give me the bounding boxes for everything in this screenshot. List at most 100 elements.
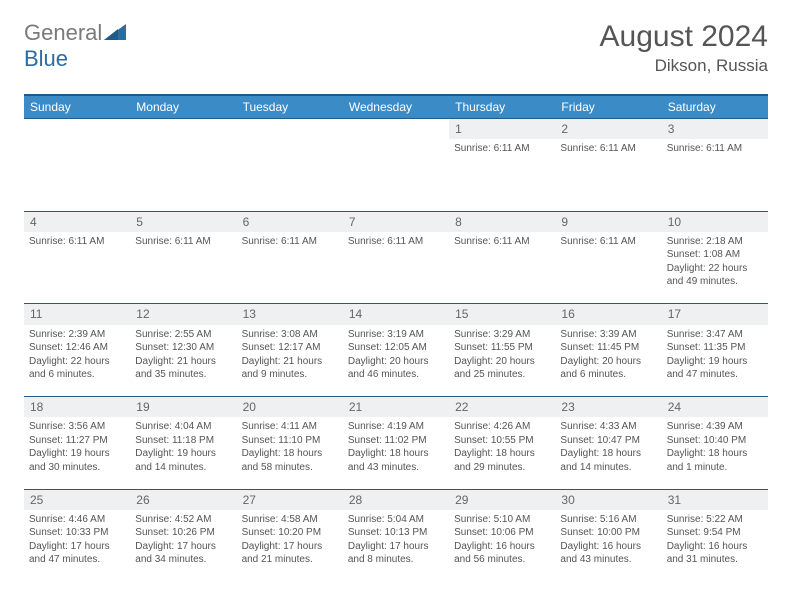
sun-info-line: Sunset: 10:26 PM [135, 526, 231, 540]
sun-info-line: Sunrise: 2:55 AM [135, 328, 231, 342]
weekday-header: Saturday [662, 95, 768, 119]
sun-info-line: Sunset: 10:00 PM [560, 526, 656, 540]
sun-info-line: Sunset: 10:13 PM [348, 526, 444, 540]
day-content-cell: Sunrise: 6:11 AM [237, 232, 343, 304]
weekday-header: Monday [130, 95, 236, 119]
sun-info-line: Daylight: 20 hours [560, 355, 656, 369]
day-number-cell: 14 [343, 304, 449, 325]
day-content-cell: Sunrise: 3:47 AMSunset: 11:35 PMDaylight… [662, 325, 768, 397]
sun-info-line: and 6 minutes. [560, 368, 656, 382]
sun-info-line: Daylight: 18 hours [242, 447, 338, 461]
day-number-cell: 9 [555, 211, 661, 232]
sun-info-line: and 31 minutes. [667, 553, 763, 567]
sun-info-line: Daylight: 21 hours [135, 355, 231, 369]
day-number-cell: 31 [662, 489, 768, 510]
sun-info-line: Sunset: 11:35 PM [667, 341, 763, 355]
sun-info-line: Daylight: 19 hours [135, 447, 231, 461]
sun-info-line: Sunset: 10:20 PM [242, 526, 338, 540]
sun-info-line: Sunrise: 4:11 AM [242, 420, 338, 434]
day-number-row: 123 [24, 119, 768, 140]
sun-info-line: Sunset: 10:47 PM [560, 434, 656, 448]
page-header: GeneralBlue August 2024 Dikson, Russia [24, 20, 768, 76]
day-content-cell: Sunrise: 5:10 AMSunset: 10:06 PMDaylight… [449, 510, 555, 582]
day-content-cell: Sunrise: 5:16 AMSunset: 10:00 PMDaylight… [555, 510, 661, 582]
sun-info-line: Sunrise: 4:19 AM [348, 420, 444, 434]
month-title: August 2024 [600, 20, 768, 54]
day-content-cell: Sunrise: 6:11 AM [449, 232, 555, 304]
day-number-row: 25262728293031 [24, 489, 768, 510]
day-content-cell: Sunrise: 2:18 AMSunset: 1:08 AMDaylight:… [662, 232, 768, 304]
sun-info-line: Sunset: 12:17 AM [242, 341, 338, 355]
logo-triangle-icon [104, 20, 126, 46]
day-content-cell: Sunrise: 3:08 AMSunset: 12:17 AMDaylight… [237, 325, 343, 397]
sun-info-line: and 30 minutes. [29, 461, 125, 475]
location: Dikson, Russia [600, 56, 768, 76]
sun-info-line: Sunset: 1:08 AM [667, 248, 763, 262]
day-number-cell: 4 [24, 211, 130, 232]
day-number-cell: 3 [662, 119, 768, 140]
sun-info-line: Sunset: 9:54 PM [667, 526, 763, 540]
day-number-cell: 20 [237, 397, 343, 418]
sun-info-line: Sunrise: 4:46 AM [29, 513, 125, 527]
sun-info-line: and 9 minutes. [242, 368, 338, 382]
day-number-row: 45678910 [24, 211, 768, 232]
day-number-cell [237, 119, 343, 140]
sun-info-line: and 43 minutes. [560, 553, 656, 567]
day-content-row: Sunrise: 6:11 AM Sunrise: 6:11 AM Sunrise:… [24, 232, 768, 304]
sun-info-line: Sunrise: 6:11 AM [454, 235, 550, 249]
day-number-cell: 12 [130, 304, 236, 325]
day-number-cell: 25 [24, 489, 130, 510]
logo-word-1: General [24, 20, 102, 45]
sun-info-line: Sunrise: 5:22 AM [667, 513, 763, 527]
sun-info-line: Daylight: 18 hours [560, 447, 656, 461]
day-number-cell [343, 119, 449, 140]
sun-info-line: Daylight: 20 hours [348, 355, 444, 369]
sun-info-line: and 58 minutes. [242, 461, 338, 475]
sun-info-line: Sunset: 11:45 PM [560, 341, 656, 355]
sun-info-line: Daylight: 16 hours [560, 540, 656, 554]
day-content-cell: Sunrise: 6:11 AM [24, 232, 130, 304]
weekday-header: Wednesday [343, 95, 449, 119]
sun-info-line: and 21 minutes. [242, 553, 338, 567]
sun-info-line: Sunrise: 2:18 AM [667, 235, 763, 249]
day-content-cell: Sunrise: 4:58 AMSunset: 10:20 PMDaylight… [237, 510, 343, 582]
day-number-cell: 24 [662, 397, 768, 418]
sun-info-line: Sunrise: 4:52 AM [135, 513, 231, 527]
sun-info-line: Sunrise: 6:11 AM [560, 142, 656, 156]
sun-info-line: Sunset: 10:55 PM [454, 434, 550, 448]
sun-info-line: Sunset: 12:05 AM [348, 341, 444, 355]
sun-info-line: Sunrise: 4:58 AM [242, 513, 338, 527]
calendar-table: SundayMondayTuesdayWednesdayThursdayFrid… [24, 94, 768, 582]
day-number-cell: 29 [449, 489, 555, 510]
sun-info-line: Daylight: 17 hours [135, 540, 231, 554]
sun-info-line: Sunset: 10:06 PM [454, 526, 550, 540]
calendar-body: 123Sunrise: 6:11 AMSunrise: 6:11 AMSunri… [24, 119, 768, 582]
sun-info-line: and 34 minutes. [135, 553, 231, 567]
day-content-cell: Sunrise: 3:56 AMSunset: 11:27 PMDaylight… [24, 417, 130, 489]
day-number-cell: 17 [662, 304, 768, 325]
sun-info-line: and 14 minutes. [560, 461, 656, 475]
sun-info-line: Sunrise: 4:04 AM [135, 420, 231, 434]
sun-info-line: and 14 minutes. [135, 461, 231, 475]
day-content-row: Sunrise: 4:46 AMSunset: 10:33 PMDaylight… [24, 510, 768, 582]
day-number-cell: 30 [555, 489, 661, 510]
sun-info-line: Daylight: 17 hours [242, 540, 338, 554]
weekday-header: Friday [555, 95, 661, 119]
day-content-cell: Sunrise: 4:04 AMSunset: 11:18 PMDaylight… [130, 417, 236, 489]
sun-info-line: and 1 minute. [667, 461, 763, 475]
sun-info-line: and 56 minutes. [454, 553, 550, 567]
sun-info-line: Sunrise: 4:39 AM [667, 420, 763, 434]
day-content-row: Sunrise: 3:56 AMSunset: 11:27 PMDaylight… [24, 417, 768, 489]
day-number-cell: 8 [449, 211, 555, 232]
day-content-cell: Sunrise: 3:39 AMSunset: 11:45 PMDaylight… [555, 325, 661, 397]
day-content-cell: Sunrise: 2:39 AMSunset: 12:46 AMDaylight… [24, 325, 130, 397]
day-content-cell: Sunrise: 4:33 AMSunset: 10:47 PMDaylight… [555, 417, 661, 489]
logo: GeneralBlue [24, 20, 126, 72]
title-block: August 2024 Dikson, Russia [600, 20, 768, 76]
sun-info-line: Daylight: 21 hours [242, 355, 338, 369]
day-content-cell: Sunrise: 3:19 AMSunset: 12:05 AMDaylight… [343, 325, 449, 397]
sun-info-line: Sunrise: 6:11 AM [454, 142, 550, 156]
day-content-cell [343, 139, 449, 211]
sun-info-line: Daylight: 17 hours [348, 540, 444, 554]
sun-info-line: Sunset: 12:46 AM [29, 341, 125, 355]
